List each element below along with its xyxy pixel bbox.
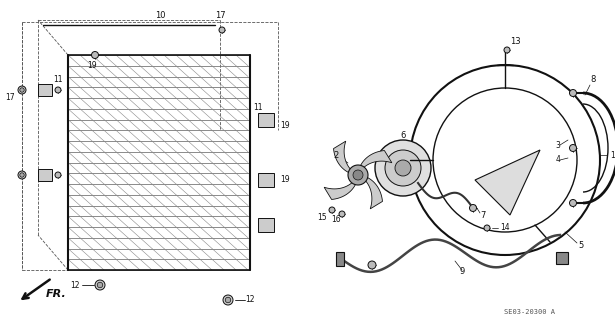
Polygon shape [475, 150, 540, 215]
Circle shape [368, 261, 376, 269]
Circle shape [55, 87, 61, 93]
Polygon shape [333, 141, 352, 173]
Circle shape [225, 297, 231, 303]
Circle shape [353, 170, 363, 180]
Circle shape [385, 150, 421, 186]
Text: 16: 16 [331, 215, 341, 225]
Circle shape [375, 140, 431, 196]
Text: 12: 12 [245, 295, 255, 305]
Circle shape [433, 88, 577, 232]
Bar [556, 252, 568, 264]
Bar [336, 252, 344, 266]
Bar [258, 173, 274, 187]
Text: 17: 17 [5, 92, 15, 101]
Text: 6: 6 [400, 131, 406, 140]
Text: 5: 5 [578, 241, 583, 250]
Polygon shape [324, 181, 356, 199]
Bar [258, 218, 274, 232]
Text: 11: 11 [54, 76, 63, 84]
Text: 10: 10 [155, 11, 165, 20]
Circle shape [395, 160, 411, 176]
Circle shape [339, 211, 345, 217]
Polygon shape [365, 177, 383, 209]
Bar [38, 169, 52, 181]
Text: 9: 9 [459, 268, 464, 276]
Circle shape [55, 172, 61, 178]
Circle shape [92, 52, 98, 59]
Text: 19: 19 [87, 60, 97, 69]
Text: 12: 12 [70, 281, 80, 290]
Circle shape [504, 47, 510, 53]
Text: 17: 17 [215, 11, 225, 20]
Text: FR.: FR. [46, 289, 67, 299]
Circle shape [219, 27, 225, 33]
Circle shape [484, 225, 490, 231]
Circle shape [95, 280, 105, 290]
Circle shape [569, 90, 576, 97]
Circle shape [569, 199, 576, 206]
Text: 19: 19 [280, 121, 290, 130]
Circle shape [18, 171, 26, 179]
Text: 18: 18 [610, 150, 615, 159]
Text: 15: 15 [317, 213, 327, 222]
Text: SE03-20300 A: SE03-20300 A [504, 309, 555, 315]
Polygon shape [360, 150, 392, 169]
Text: 4: 4 [555, 156, 560, 164]
Circle shape [329, 207, 335, 213]
Text: 7: 7 [480, 211, 485, 220]
Text: 11: 11 [253, 103, 263, 113]
Circle shape [223, 295, 233, 305]
Circle shape [410, 65, 600, 255]
Circle shape [348, 165, 368, 185]
Bar [38, 84, 52, 96]
Circle shape [18, 86, 26, 94]
Text: 19: 19 [280, 175, 290, 185]
Circle shape [569, 145, 576, 151]
Text: 8: 8 [590, 76, 596, 84]
Text: 14: 14 [500, 223, 510, 233]
Circle shape [97, 282, 103, 288]
Circle shape [469, 204, 477, 212]
Bar [68, 55, 250, 270]
Circle shape [20, 88, 24, 92]
Text: 13: 13 [510, 37, 521, 46]
Circle shape [20, 173, 24, 177]
Text: 3: 3 [555, 140, 560, 149]
Bar [258, 113, 274, 127]
Text: 2: 2 [333, 150, 339, 159]
